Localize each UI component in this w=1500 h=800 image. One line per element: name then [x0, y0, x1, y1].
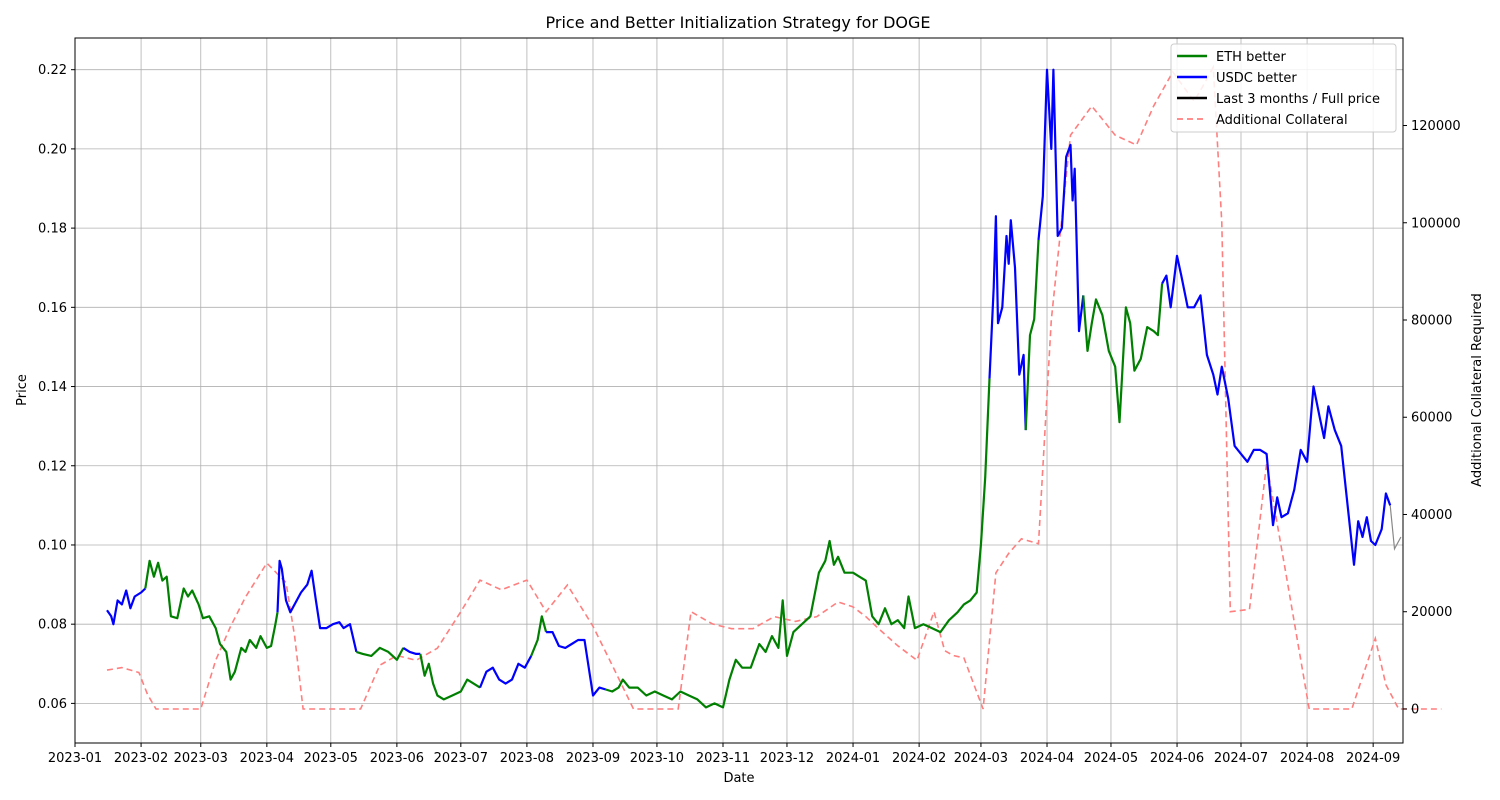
x-tick-label: 2023-11 [696, 751, 750, 766]
price-layer [106, 68, 1402, 709]
price-line-usdc-better [478, 655, 533, 689]
price-line-usdc-better [276, 559, 358, 653]
y-tick-label: 0.18 [38, 222, 67, 237]
y-axis-title: Price [15, 374, 30, 406]
y-tick-label: 0.14 [38, 380, 67, 395]
y-tick-label: 0.08 [38, 618, 67, 633]
y-tick-label: 0.16 [38, 301, 67, 316]
price-line-usdc-better [106, 587, 147, 626]
x-tick-label: 2023-06 [370, 751, 424, 766]
x-tick-label: 2024-09 [1346, 751, 1400, 766]
y2-axis-title: Additional Collateral Required [1470, 293, 1485, 487]
x-tick-label: 2023-08 [500, 751, 554, 766]
price-line-eth-better [356, 646, 405, 661]
legend-label-usdc-better: USDC better [1216, 71, 1297, 86]
y-axis-left: 0.06 0.08 0.10 0.12 0.14 0.16 0.18 0.20 0.22 [38, 63, 75, 712]
x-tick-label: 2023-10 [630, 751, 684, 766]
x-tick-label: 2023-12 [760, 751, 814, 766]
y2-tick-label: 100000 [1411, 216, 1461, 231]
price-line-eth-better [530, 615, 548, 657]
y-tick-label: 0.06 [38, 697, 67, 712]
y-tick-label: 0.20 [38, 142, 67, 157]
y2-tick-label: 120000 [1411, 119, 1461, 134]
y2-tick-label: 40000 [1411, 508, 1452, 523]
price-line-usdc-better [1161, 254, 1392, 566]
x-tick-label: 2024-05 [1084, 751, 1138, 766]
y-tick-label: 0.22 [38, 63, 67, 78]
collateral-layer [106, 64, 1442, 710]
collateral-line [106, 64, 1442, 710]
x-tick-label: 2024-03 [954, 751, 1008, 766]
y2-tick-label: 20000 [1411, 605, 1452, 620]
price-line-eth-better [1082, 283, 1164, 424]
price-line-tail [1389, 505, 1402, 551]
x-tick-label: 2023-05 [304, 751, 358, 766]
x-tick-label: 2024-08 [1280, 751, 1334, 766]
x-tick-label: 2024-02 [892, 751, 946, 766]
y2-tick-label: 60000 [1411, 411, 1452, 426]
x-axis: 2023-01 2023-02 2023-03 2023-04 2023-05 2023-… [48, 743, 1400, 766]
chart-title: Price and Better Initialization Strategy… [546, 13, 931, 32]
price-line-eth-better [605, 378, 991, 709]
x-tick-label: 2024-07 [1214, 751, 1268, 766]
x-tick-label: 2023-09 [566, 751, 620, 766]
price-line-usdc-better [546, 630, 607, 697]
price-line-eth-better [419, 653, 481, 701]
price-line-usdc-better [1037, 68, 1085, 333]
legend-box [1170, 43, 1397, 133]
price-line-usdc-better [988, 215, 1027, 431]
plot-frame [74, 37, 1404, 744]
price-line-usdc-better [402, 646, 421, 656]
x-tick-label: 2023-04 [240, 751, 294, 766]
grid-layer [74, 38, 1403, 743]
x-tick-label: 2023-02 [114, 751, 168, 766]
legend-label-additional-collateral: Additional Collateral [1216, 113, 1348, 128]
legend: ETH better USDC better Last 3 months / F… [1170, 43, 1397, 133]
x-tick-label: 2024-04 [1020, 751, 1074, 766]
y-tick-label: 0.10 [38, 538, 67, 553]
legend-label-last-3-months: Last 3 months / Full price [1216, 92, 1380, 107]
x-tick-label: 2024-01 [826, 751, 880, 766]
y2-tick-label: 80000 [1411, 314, 1452, 329]
price-line-eth-better [1024, 239, 1040, 431]
y-axis-right: 0 20000 40000 60000 80000 100000 120000 [1403, 119, 1461, 717]
price-line-eth-better [144, 559, 279, 681]
x-tick-label: 2024-06 [1150, 751, 1204, 766]
x-tick-label: 2023-03 [174, 751, 228, 766]
y-tick-label: 0.12 [38, 459, 67, 474]
x-axis-title: Date [723, 771, 754, 786]
x-tick-label: 2023-07 [434, 751, 488, 766]
x-tick-label: 2023-01 [48, 751, 102, 766]
legend-label-eth-better: ETH better [1216, 50, 1287, 65]
y2-tick-label: 0 [1411, 702, 1419, 717]
